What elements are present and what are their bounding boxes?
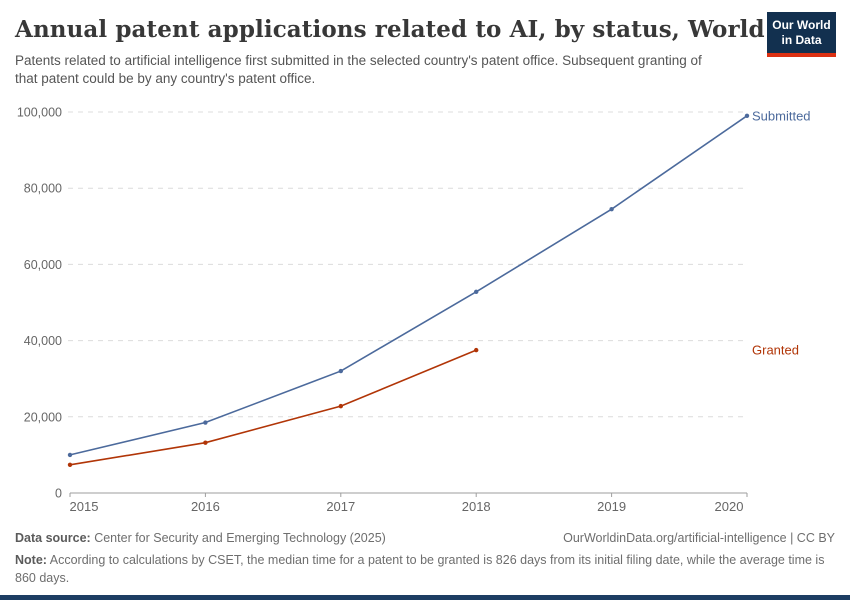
y-tick-label: 60,000 <box>24 258 62 272</box>
x-tick-label: 2018 <box>462 499 491 514</box>
y-tick-label: 40,000 <box>24 334 62 348</box>
y-tick-label: 20,000 <box>24 410 62 424</box>
x-tick-label: 2017 <box>326 499 355 514</box>
chart-subtitle: Patents related to artificial intelligen… <box>15 53 702 87</box>
y-tick-label: 80,000 <box>24 182 62 196</box>
owid-logo-line1: Our World <box>772 18 831 32</box>
chart-title: Annual patent applications related to AI… <box>15 16 765 43</box>
data-point <box>203 440 208 445</box>
series-line-granted <box>69 349 477 466</box>
data-point <box>609 206 614 212</box>
owid-logo-line2: in Data <box>781 33 822 47</box>
data-point <box>67 452 73 458</box>
y-tick-label: 0 <box>55 487 62 501</box>
chart-note: Note: According to calculations by CSET,… <box>15 552 837 587</box>
data-point <box>744 113 750 119</box>
owid-logo[interactable]: Our World in Data <box>767 12 836 57</box>
data-point <box>474 347 479 353</box>
series-label-granted: Granted <box>752 343 799 358</box>
data-source: Data source: Center for Security and Eme… <box>15 531 386 545</box>
series-line-submitted <box>69 115 748 456</box>
x-tick-label: 2016 <box>191 499 220 514</box>
data-point <box>338 403 343 409</box>
note-text: According to calculations by CSET, the m… <box>15 553 825 585</box>
data-point <box>67 462 73 468</box>
x-tick-label: 2019 <box>597 499 626 514</box>
bottom-accent-bar <box>0 595 850 600</box>
data-source-value: Center for Security and Emerging Technol… <box>90 531 386 545</box>
data-point <box>338 368 343 374</box>
x-tick-label: 2015 <box>70 499 99 514</box>
note-label: Note: <box>15 553 47 567</box>
series-label-submitted: Submitted <box>752 108 811 123</box>
data-source-label: Data source: <box>15 531 91 545</box>
y-tick-label: 100,000 <box>17 106 62 120</box>
chart-footer: Data source: Center for Security and Eme… <box>15 531 835 587</box>
owid-url-link[interactable]: OurWorldinData.org/artificial-intelligen… <box>563 531 835 545</box>
x-tick-label: 2020 <box>715 499 744 514</box>
data-point <box>203 420 208 425</box>
data-point <box>474 289 479 295</box>
